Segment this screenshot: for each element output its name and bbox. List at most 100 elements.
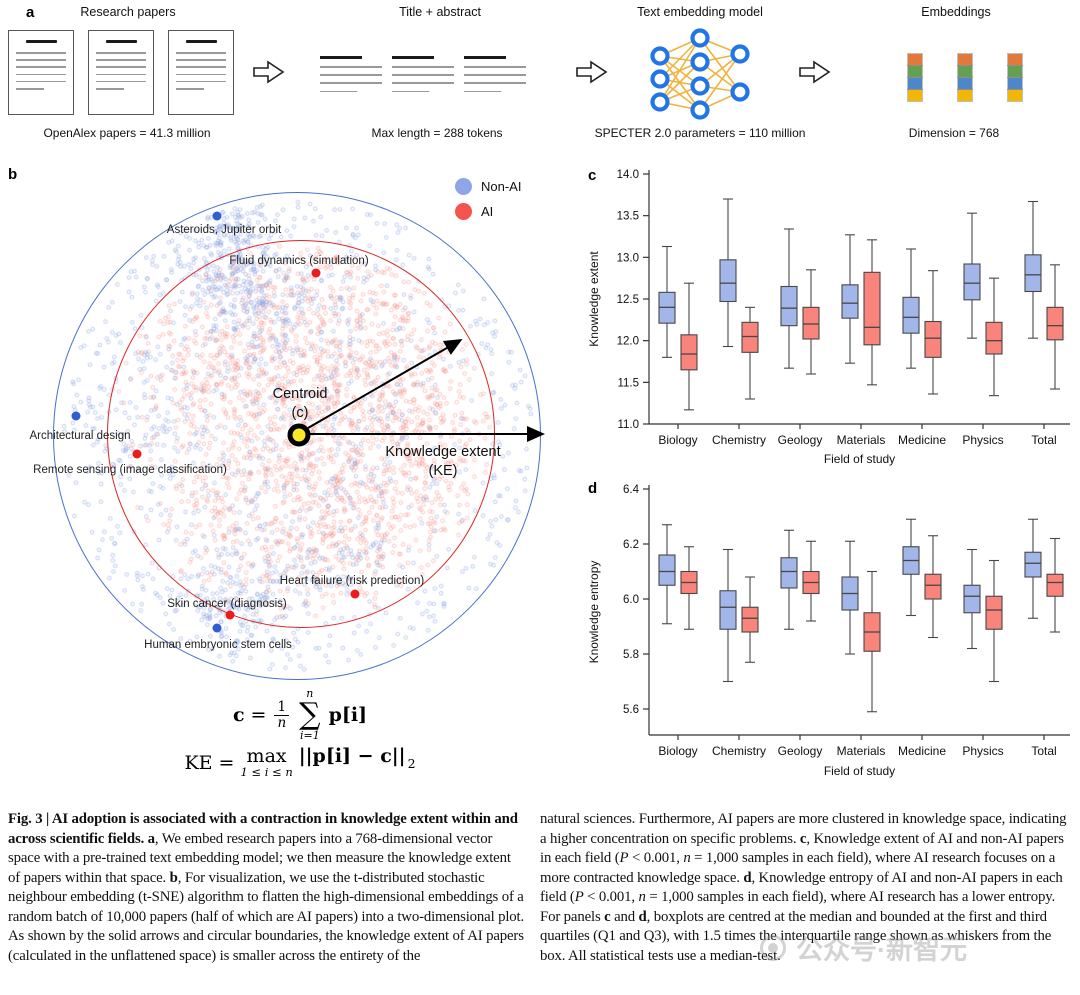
formula-c-fraction: 1 n: [274, 700, 290, 730]
title-abstract-lines-icon: [320, 56, 382, 99]
svg-text:Chemistry: Chemistry: [712, 433, 766, 447]
tsne-scatter-panel: Centroid (c) Knowledge extent (KE) Non-A…: [0, 160, 600, 720]
svg-text:5.8: 5.8: [623, 649, 639, 661]
centroid-sub-label: (c): [291, 405, 309, 421]
svg-text:Geology: Geology: [778, 744, 823, 758]
svg-text:13.5: 13.5: [617, 211, 639, 223]
centroid-formula: c = 1 n n ∑ i=1 p[i]: [0, 687, 600, 743]
formula-ke-sub: 2: [407, 755, 416, 771]
flow-arrow-icon: [253, 60, 285, 84]
caption-right-column: natural sciences. Furthermore, AI papers…: [540, 810, 1070, 966]
non-ai-swatch-icon: [455, 178, 472, 195]
svg-text:Knowledge extent: Knowledge extent: [587, 251, 601, 347]
paper-document-icon: [88, 30, 154, 115]
annotation-label: Fluid dynamics (simulation): [229, 255, 369, 267]
title-abstract-lines-icon: [392, 56, 454, 99]
knowledge-extent-sub-label: (KE): [428, 463, 458, 479]
svg-text:Knowledge entropy: Knowledge entropy: [587, 561, 601, 664]
formula-c-sum: n ∑ i=1: [299, 687, 321, 743]
svg-text:Physics: Physics: [962, 744, 1003, 758]
ke-arrows: [307, 339, 545, 442]
formula-c-eq: =: [250, 704, 267, 727]
annotation-label: Remote sensing (image classification): [33, 464, 227, 476]
caption-segment: c: [604, 908, 611, 925]
annotation-label: Human embryonic stem cells: [144, 639, 292, 651]
svg-text:Materials: Materials: [837, 433, 886, 447]
annotation-dot-red: [350, 589, 360, 599]
panel-d-boxplot-svg: 6.4 6.2 6.0 5.8 5.6 Biology Chemistry Geology Ma…: [587, 484, 1070, 778]
stage-caption-openalex: OpenAlex papers = 41.3 million: [43, 126, 211, 140]
svg-text:Geology: Geology: [778, 433, 823, 447]
svg-text:Medicine: Medicine: [898, 433, 946, 447]
caption-segment: , Knowledge entropy of AI and non-AI pap…: [540, 869, 1063, 906]
knowledge-entropy-boxplot: 6.4 6.2 6.0 5.8 5.6 Biology Chemistry Geology Ma…: [578, 470, 1080, 793]
annotation-label: Skin cancer (diagnosis): [167, 598, 287, 610]
ai-swatch-icon: [455, 203, 472, 220]
legend-label-ai: AI: [481, 204, 494, 219]
title-abstract-lines-icon: [464, 56, 526, 99]
svg-text:Biology: Biology: [658, 744, 697, 758]
svg-text:12.0: 12.0: [617, 336, 639, 348]
neural-network-icon: [650, 28, 750, 120]
panel-d-label: d: [588, 480, 598, 497]
formula-ke-lhs: KE: [184, 752, 213, 774]
stage-title-research-papers: Research papers: [80, 5, 176, 19]
caption-segment: P: [574, 889, 584, 906]
knowledge-extent-label: Knowledge extent: [385, 444, 501, 460]
caption-segment: natural sciences. Furthermore, AI papers…: [540, 811, 1067, 847]
stage-title-embedding-model: Text embedding model: [637, 5, 763, 19]
annotation-dot-blue: [212, 623, 222, 633]
svg-text:13.0: 13.0: [617, 252, 639, 264]
embedding-vector-icon: [1007, 53, 1023, 102]
svg-text:Chemistry: Chemistry: [712, 744, 766, 758]
caption-segment: < 0.001,: [583, 889, 639, 906]
panel-c-boxplot-svg: 14.0 13.5 13.0 12.5 12.0 11.5 11.0 Biology Chemi…: [587, 169, 1070, 466]
svg-text:12.5: 12.5: [617, 294, 639, 306]
caption-segment: , We embed research papers into a 768-di…: [8, 830, 511, 886]
caption-segment: b: [169, 869, 178, 886]
embedding-vector-icon: [957, 53, 973, 102]
annotation-dot-blue: [212, 211, 222, 221]
annotation-dot-red: [132, 449, 142, 459]
paper-document-icon: [168, 30, 234, 115]
annotation-dot-red: [311, 268, 321, 278]
stage-title-embeddings: Embeddings: [921, 5, 991, 19]
svg-text:Field of study: Field of study: [824, 452, 895, 466]
caption-segment: c: [799, 830, 807, 847]
svg-text:Biology: Biology: [658, 433, 697, 447]
flow-arrow-icon: [576, 60, 608, 84]
panel-a-label: a: [26, 4, 35, 21]
caption-segment: and: [610, 908, 639, 925]
svg-text:11.5: 11.5: [617, 377, 639, 389]
formula-ke-eq: =: [218, 752, 235, 774]
scatter-legend: Non-AI AI: [455, 178, 521, 228]
annotation-dot-blue: [71, 411, 81, 421]
stage-caption-maxlength: Max length = 288 tokens: [371, 126, 503, 140]
caption-segment: n: [683, 850, 691, 867]
caption-segment: d: [743, 869, 752, 886]
svg-text:Physics: Physics: [962, 433, 1003, 447]
annotation-dot-red: [225, 610, 235, 620]
formula-ke-body: ||p[i] − c||: [298, 745, 406, 767]
caption-segment: n: [638, 889, 646, 906]
svg-text:Medicine: Medicine: [898, 744, 946, 758]
stage-caption-specter: SPECTER 2.0 parameters = 110 million: [594, 126, 806, 140]
svg-text:Total: Total: [1031, 433, 1056, 447]
svg-text:11.0: 11.0: [617, 419, 639, 431]
formula-c-lhs: c: [232, 704, 245, 727]
svg-text:14.0: 14.0: [617, 169, 639, 181]
annotation-label: Architectural design: [29, 430, 131, 442]
formula-c-body: p[i]: [328, 704, 368, 727]
caption-segment: Fig. 3 | AI adoption is associated with …: [8, 811, 518, 847]
legend-row-ai: AI: [455, 203, 521, 220]
paper-document-icon: [8, 30, 74, 115]
flow-arrow-icon: [799, 60, 831, 84]
caption-segment: , boxplots are centred at the median and…: [540, 908, 1052, 964]
svg-text:Materials: Materials: [837, 744, 886, 758]
caption-segment: , For visualization, we use the t-distri…: [8, 869, 525, 964]
ke-formula: KE = max 1 ≤ i ≤ n ||p[i] − c|| 2: [0, 745, 600, 781]
stage-caption-dimension: Dimension = 768: [908, 126, 1000, 140]
svg-text:Total: Total: [1031, 744, 1056, 758]
centroid-label: Centroid: [272, 386, 328, 402]
